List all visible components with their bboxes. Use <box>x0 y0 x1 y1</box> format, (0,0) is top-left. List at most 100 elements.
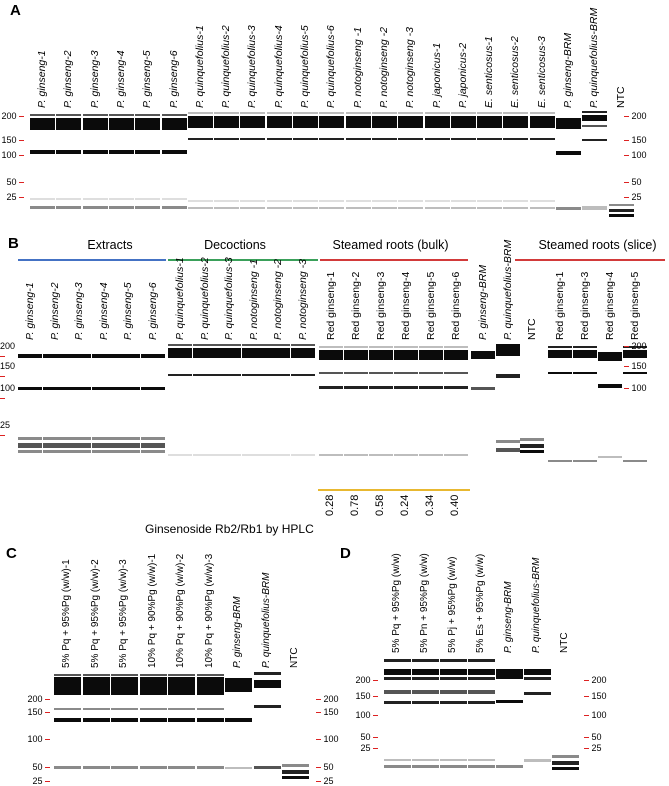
size-marker: 200 <box>584 675 607 685</box>
gel-band <box>29 150 55 154</box>
gel-lane <box>450 108 476 218</box>
gel-band <box>502 200 528 202</box>
gel-band <box>141 354 165 358</box>
gel-band <box>419 454 443 456</box>
gel-band <box>444 346 468 348</box>
gel-band <box>551 761 579 765</box>
gel-band <box>319 372 343 374</box>
gel-lane <box>292 108 318 218</box>
gel-band <box>439 765 467 768</box>
gel-band <box>43 443 67 448</box>
marker-label: 200 <box>0 341 16 351</box>
size-marker: 150 <box>1 135 24 145</box>
gel-band <box>623 350 647 358</box>
marker-tick <box>19 182 24 184</box>
gel-band <box>369 386 393 389</box>
lane-label: NTC <box>526 318 538 340</box>
gel-band <box>55 114 81 116</box>
marker-label: 100 <box>0 383 16 393</box>
marker-tick <box>624 140 629 142</box>
gel-band <box>217 454 241 456</box>
gel-band <box>116 450 140 453</box>
marker-tick <box>0 356 5 358</box>
gel-band <box>520 444 544 448</box>
gel-band <box>394 346 418 348</box>
gel-band <box>439 701 467 704</box>
gel-band <box>450 138 476 140</box>
gel-lane <box>53 668 81 780</box>
gel-band <box>411 701 439 704</box>
gel-band <box>82 674 110 676</box>
gel-band <box>193 348 217 358</box>
gel-band <box>345 207 371 209</box>
size-marker: 200 <box>27 694 50 704</box>
lane-label: P. quinquefolius-BRM <box>588 7 600 108</box>
marker-label: 100 <box>323 734 339 744</box>
gel-band <box>213 116 239 128</box>
gel-band <box>29 198 55 200</box>
gel-band <box>467 690 495 694</box>
panel-b-letter: B <box>8 235 19 252</box>
gel-lane <box>345 108 371 218</box>
gel-band <box>344 346 368 348</box>
marker-tick <box>0 435 5 437</box>
gel-band <box>444 350 468 360</box>
gel-band <box>371 207 397 209</box>
gel-lane <box>196 668 224 780</box>
gel-band <box>424 112 450 114</box>
lane-label: P. quinquefolius-2 <box>220 25 232 108</box>
gel-band <box>29 118 55 130</box>
gel-lane <box>439 655 467 773</box>
marker-tick <box>316 712 321 714</box>
gel-band <box>82 206 108 209</box>
size-marker: 25 <box>32 776 50 786</box>
gel-lane <box>141 342 165 470</box>
gel-band <box>110 677 138 695</box>
gel-band <box>551 755 579 758</box>
gel-lane <box>344 342 368 470</box>
gel-band <box>476 112 502 114</box>
gel-band <box>161 198 187 200</box>
gel-lane <box>213 108 239 218</box>
gel-lane <box>467 655 495 773</box>
gel-band <box>502 116 528 128</box>
gel-band <box>496 448 520 452</box>
gel-band <box>281 776 309 779</box>
size-marker: 150 <box>0 361 16 381</box>
gel-band <box>291 454 315 456</box>
marker-tick <box>373 680 378 682</box>
marker-label: 25 <box>323 776 334 786</box>
gel-band <box>581 111 607 113</box>
hplc-underline <box>318 489 470 491</box>
gel-band <box>292 112 318 114</box>
marker-label: 200 <box>591 675 607 685</box>
lane-label: P. quinquefolius-5 <box>299 25 311 108</box>
gel-band <box>281 764 309 767</box>
gel-band <box>82 198 108 200</box>
marker-tick <box>316 739 321 741</box>
gel-band <box>419 386 443 389</box>
gel-band <box>394 386 418 389</box>
gel-band <box>502 112 528 114</box>
gel-band <box>344 454 368 456</box>
gel-band <box>319 346 343 348</box>
gel-band <box>134 206 160 209</box>
gel-band <box>623 372 647 374</box>
marker-label: 200 <box>355 675 371 685</box>
gel-band <box>291 348 315 358</box>
gel-band <box>116 437 140 440</box>
gel-band <box>523 677 551 680</box>
group-line-decoctions <box>168 259 318 261</box>
gel-band <box>523 692 551 695</box>
marker-label: 150 <box>27 707 43 717</box>
marker-tick <box>45 781 50 783</box>
gel-band <box>411 659 439 662</box>
size-marker: 50 <box>6 177 24 187</box>
gel-band <box>394 454 418 456</box>
size-marker: 150 <box>355 691 378 701</box>
gel-lane <box>224 668 252 780</box>
gel-band <box>555 118 581 129</box>
gel-lane <box>573 342 597 470</box>
marker-tick <box>584 737 589 739</box>
gel-band <box>496 374 520 378</box>
